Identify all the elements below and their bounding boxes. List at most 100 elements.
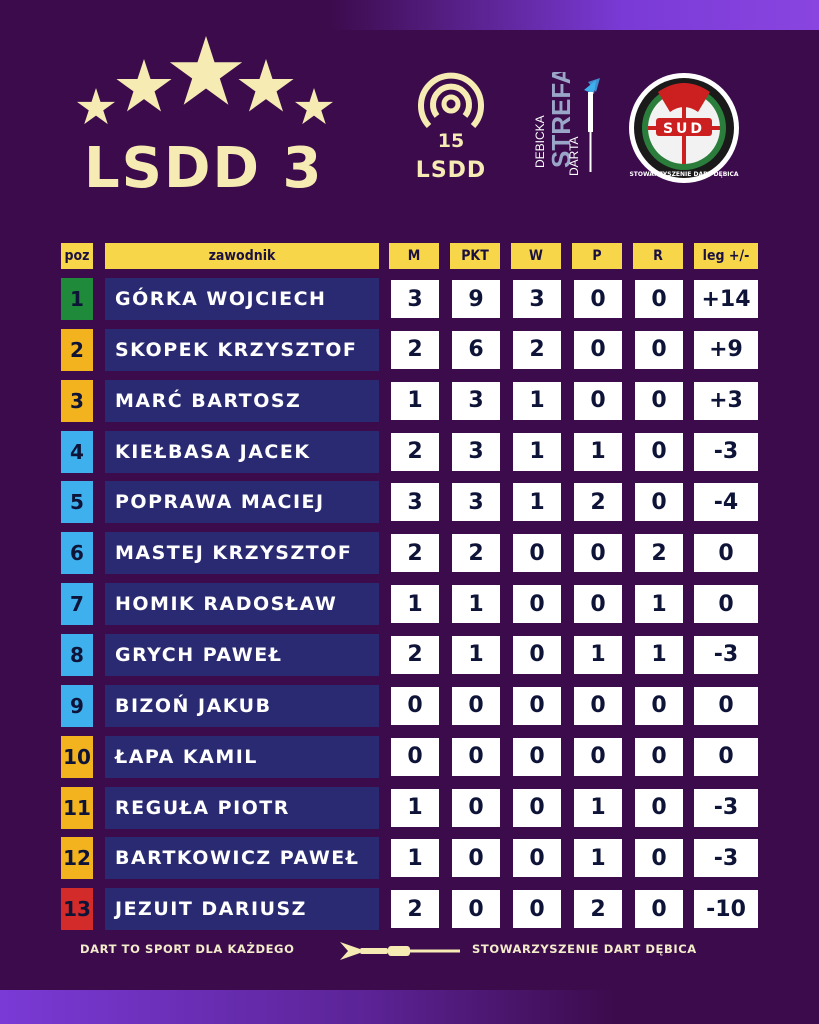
- stat-w: 0: [513, 890, 561, 929]
- stat-pkt: 9: [452, 280, 500, 318]
- position-badge: 10: [61, 735, 93, 778]
- stat-r: 0: [635, 737, 683, 776]
- table-row: 10 ŁAPA KAMIL 0 0 0 0 0 0: [0, 735, 819, 778]
- page-title: LSDD 3: [84, 136, 324, 201]
- stat-p: 0: [574, 686, 622, 725]
- stat-pkt: 2: [452, 534, 500, 573]
- lsdd15-logo: 15 LSDD: [405, 68, 497, 188]
- stat-leg: 0: [694, 585, 758, 624]
- position-badge: 11: [61, 786, 93, 829]
- position-badge: 8: [61, 633, 93, 676]
- stat-w: 1: [513, 432, 561, 471]
- player-name: MARĆ BARTOSZ: [105, 379, 379, 422]
- stat-leg: 0: [694, 534, 758, 573]
- position-badge: 2: [61, 328, 93, 371]
- position-badge: 6: [61, 532, 93, 575]
- stat-w: 0: [513, 839, 561, 878]
- lsdd15-number: 15: [437, 130, 465, 152]
- stat-leg: -3: [694, 788, 758, 827]
- table-row: 4 KIEŁBASA JACEK 2 3 1 1 0 -3: [0, 430, 819, 473]
- stat-pkt: 3: [452, 432, 500, 471]
- lsdd15-label: LSDD: [415, 158, 487, 183]
- stat-w: 0: [513, 686, 561, 725]
- stat-leg: -4: [694, 483, 758, 522]
- header-r: R: [633, 243, 683, 269]
- stat-r: 0: [635, 432, 683, 471]
- table-row: 7 HOMIK RADOSŁAW 1 1 0 0 1 0: [0, 583, 819, 626]
- signal-rings-icon: [418, 72, 484, 129]
- stat-w: 1: [513, 381, 561, 420]
- stat-p: 1: [574, 432, 622, 471]
- stat-m: 0: [391, 737, 439, 776]
- stat-p: 0: [574, 330, 622, 369]
- position-badge: 1: [61, 278, 93, 320]
- stat-leg: -3: [694, 839, 758, 878]
- stat-r: 0: [635, 686, 683, 725]
- table-row: 6 MASTEJ KRZYSZTOF 2 2 0 0 2 0: [0, 532, 819, 575]
- stat-leg: -10: [694, 890, 758, 929]
- position-badge: 7: [61, 583, 93, 626]
- stat-pkt: 0: [452, 890, 500, 929]
- stat-m: 1: [391, 788, 439, 827]
- stat-w: 3: [513, 280, 561, 318]
- stat-p: 1: [574, 635, 622, 674]
- stars-icon: [76, 36, 334, 125]
- stat-pkt: 1: [452, 635, 500, 674]
- stat-p: 0: [574, 737, 622, 776]
- stat-m: 2: [391, 890, 439, 929]
- stat-leg: -3: [694, 432, 758, 471]
- header-pos: poz: [61, 243, 93, 269]
- stat-pkt: 3: [452, 381, 500, 420]
- player-name: SKOPEK KRZYSZTOF: [105, 328, 379, 371]
- stat-pkt: 6: [452, 330, 500, 369]
- table-row: 3 MARĆ BARTOSZ 1 3 1 0 0 +3: [0, 379, 819, 422]
- stat-m: 2: [391, 534, 439, 573]
- stat-r: 0: [635, 890, 683, 929]
- stat-w: 1: [513, 483, 561, 522]
- player-name: ŁAPA KAMIL: [105, 735, 379, 778]
- stat-pkt: 0: [452, 686, 500, 725]
- dart-icon: [340, 942, 460, 960]
- player-name: BIZOŃ JAKUB: [105, 684, 379, 727]
- stat-leg: -3: [694, 635, 758, 674]
- player-name: POPRAWA MACIEJ: [105, 481, 379, 524]
- stat-leg: +3: [694, 381, 758, 420]
- stat-leg: +14: [694, 280, 758, 318]
- header-player: zawodnik: [105, 243, 379, 269]
- player-name: KIEŁBASA JACEK: [105, 430, 379, 473]
- stat-p: 1: [574, 839, 622, 878]
- stat-m: 3: [391, 280, 439, 318]
- table-row: 2 SKOPEK KRZYSZTOF 2 6 2 0 0 +9: [0, 328, 819, 371]
- stat-r: 0: [635, 788, 683, 827]
- player-name: BARTKOWICZ PAWEŁ: [105, 837, 379, 880]
- stat-m: 1: [391, 381, 439, 420]
- stat-r: 0: [635, 483, 683, 522]
- stat-p: 0: [574, 280, 622, 318]
- stat-r: 0: [635, 839, 683, 878]
- position-badge: 9: [61, 684, 93, 727]
- stat-w: 0: [513, 635, 561, 674]
- stat-r: 1: [635, 635, 683, 674]
- stat-w: 0: [513, 788, 561, 827]
- position-badge: 4: [61, 430, 93, 473]
- stat-p: 1: [574, 788, 622, 827]
- stat-pkt: 0: [452, 839, 500, 878]
- stat-m: 2: [391, 432, 439, 471]
- position-badge: 13: [61, 888, 93, 931]
- table-row: 8 GRYCH PAWEŁ 2 1 0 1 1 -3: [0, 633, 819, 676]
- stat-leg: 0: [694, 737, 758, 776]
- header-m: M: [389, 243, 439, 269]
- stat-pkt: 0: [452, 737, 500, 776]
- sdd-letters: SUD: [663, 121, 705, 137]
- stat-m: 2: [391, 635, 439, 674]
- stat-p: 2: [574, 890, 622, 929]
- player-name: REGUŁA PIOTR: [105, 786, 379, 829]
- stat-p: 2: [574, 483, 622, 522]
- stat-pkt: 1: [452, 585, 500, 624]
- strefa-word-strefa: STREFA: [546, 72, 576, 168]
- player-name: MASTEJ KRZYSZTOF: [105, 532, 379, 575]
- stat-w: 0: [513, 737, 561, 776]
- stat-w: 0: [513, 534, 561, 573]
- stat-pkt: 3: [452, 483, 500, 522]
- header-pkt: PKT: [450, 243, 500, 269]
